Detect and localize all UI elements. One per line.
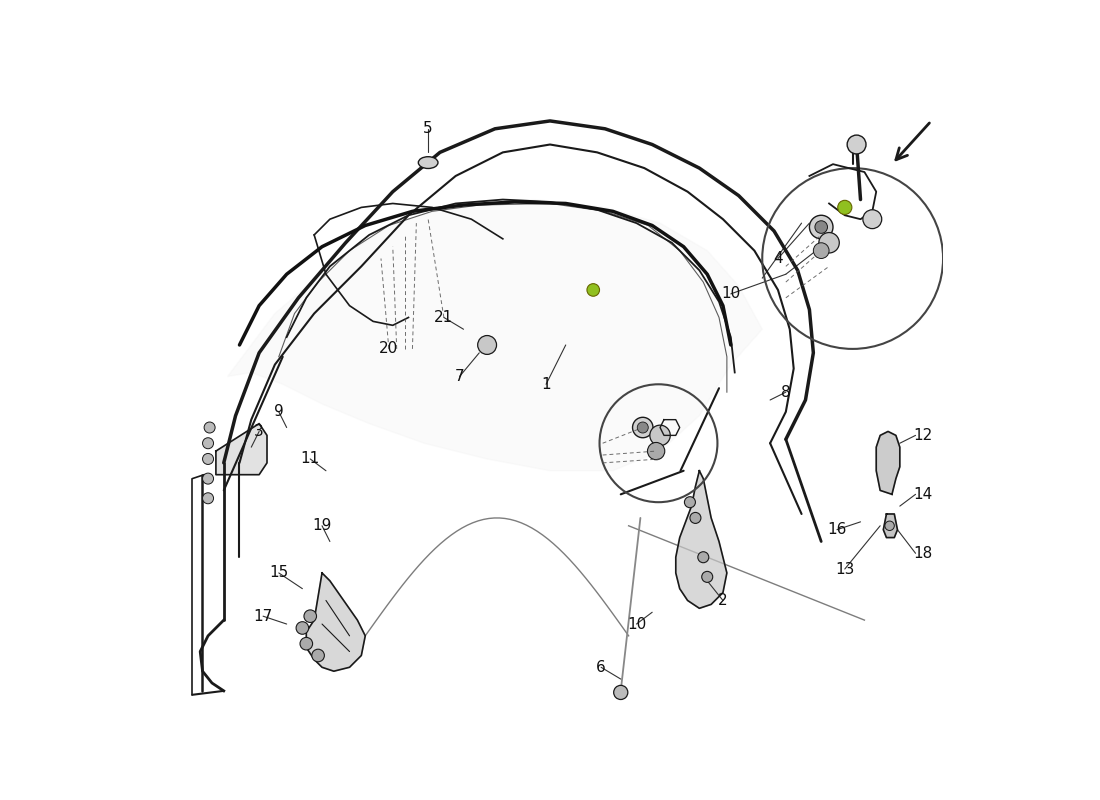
Text: 19: 19: [312, 518, 332, 534]
Text: 9: 9: [274, 404, 284, 419]
Text: 10: 10: [722, 286, 740, 302]
Text: 18: 18: [914, 546, 933, 561]
Text: 20: 20: [379, 342, 398, 357]
Text: 7: 7: [454, 369, 464, 384]
Text: 3: 3: [254, 424, 264, 439]
Circle shape: [697, 552, 708, 562]
Circle shape: [815, 221, 827, 234]
Circle shape: [587, 284, 600, 296]
Text: 14: 14: [914, 487, 933, 502]
Circle shape: [477, 335, 496, 354]
Circle shape: [690, 513, 701, 523]
Polygon shape: [675, 470, 727, 608]
Circle shape: [650, 425, 670, 446]
Text: 21: 21: [434, 310, 453, 325]
Polygon shape: [877, 431, 900, 494]
Circle shape: [702, 571, 713, 582]
Circle shape: [810, 215, 833, 239]
Circle shape: [205, 422, 216, 433]
Circle shape: [818, 233, 839, 253]
Text: 6: 6: [596, 660, 606, 674]
Circle shape: [637, 422, 648, 433]
Circle shape: [862, 210, 882, 229]
Text: 13: 13: [835, 562, 855, 577]
Text: 17: 17: [253, 609, 273, 624]
Text: 1: 1: [541, 377, 551, 392]
Circle shape: [202, 473, 213, 484]
Circle shape: [632, 418, 653, 438]
Circle shape: [838, 200, 851, 214]
Polygon shape: [228, 199, 762, 470]
Circle shape: [813, 242, 829, 258]
Polygon shape: [306, 573, 365, 671]
Text: 15: 15: [270, 566, 288, 581]
Circle shape: [847, 135, 866, 154]
Polygon shape: [216, 423, 267, 474]
Text: 4: 4: [773, 251, 783, 266]
Circle shape: [684, 497, 695, 508]
Circle shape: [202, 438, 213, 449]
Text: 2: 2: [718, 593, 728, 608]
Text: 16: 16: [827, 522, 847, 538]
Text: 8: 8: [781, 385, 791, 400]
Text: 10: 10: [627, 617, 646, 631]
Circle shape: [304, 610, 317, 622]
Circle shape: [614, 686, 628, 699]
Text: 12: 12: [914, 428, 933, 443]
Polygon shape: [883, 514, 898, 538]
Circle shape: [648, 442, 664, 460]
Circle shape: [300, 638, 312, 650]
Circle shape: [884, 521, 894, 530]
Text: 11: 11: [300, 451, 320, 466]
Circle shape: [311, 649, 324, 662]
Circle shape: [202, 454, 213, 465]
Circle shape: [202, 493, 213, 504]
Circle shape: [296, 622, 309, 634]
Ellipse shape: [418, 157, 438, 169]
Text: 5: 5: [424, 122, 433, 136]
